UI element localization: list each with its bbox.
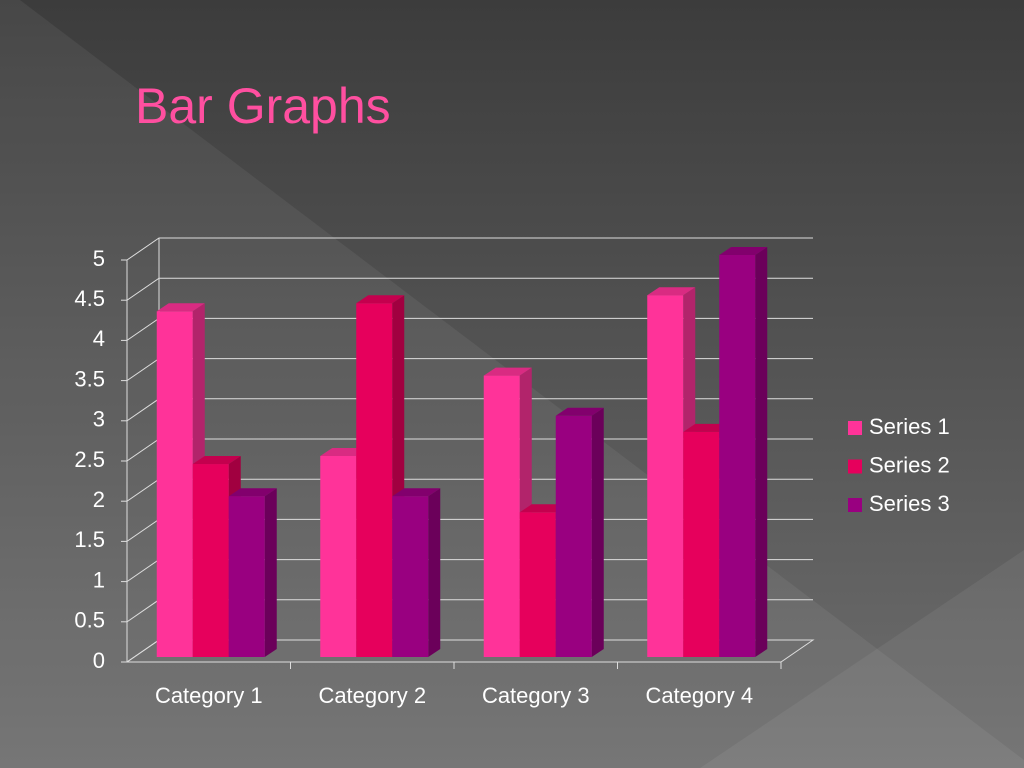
bar-front [683,431,720,657]
legend-swatch [848,421,862,435]
bar [392,488,441,657]
legend-label: Series 3 [869,491,950,516]
y-tick-label: 2.5 [74,447,105,472]
bar-side [755,247,768,657]
bar-front [483,375,520,657]
background-shape [700,550,1024,768]
bar-top [228,488,277,497]
bar-front [519,512,556,657]
bar-front [719,255,756,657]
legend-label: Series 2 [869,452,950,477]
y-tick-label: 0.5 [74,608,105,633]
bar-top [555,407,604,416]
bar-front [228,496,265,657]
bar-top [192,456,241,465]
grid-line [126,277,813,301]
bar-side [591,407,604,657]
bar-front [647,295,684,657]
bar-side [428,488,441,657]
bar-front [392,496,429,657]
y-tick-label: 0 [93,648,105,673]
bar-front [555,415,592,657]
bar-front [192,464,229,657]
legend-swatch [848,459,862,474]
bar-front [320,456,357,657]
bar-top [356,295,405,304]
bar-top [483,367,532,376]
bar-top [719,247,768,255]
bar-side [264,488,277,657]
chart-title: Bar Graphs [135,78,391,134]
y-tick-label: 1 [93,567,105,592]
bar-front [356,303,393,657]
bar-top [647,287,696,296]
y-tick-label: 4 [93,326,105,351]
bar [719,247,768,657]
legend-swatch [848,498,862,512]
y-tick-label: 1.5 [74,527,105,552]
bar-top [392,488,441,497]
bar [228,488,277,657]
bar-top [156,303,205,312]
y-tick-label: 5 [93,246,105,271]
x-tick-label: Category 2 [318,683,426,708]
grid-line [126,237,813,261]
legend-label: Series 1 [869,414,950,439]
y-tick-label: 4.5 [74,286,105,311]
x-tick-label: Category 3 [482,683,590,708]
bar [555,407,604,657]
y-tick-label: 2 [93,487,105,512]
x-tick-label: Category 4 [645,683,753,708]
y-tick-label: 3 [93,407,105,432]
bar-front [156,311,193,657]
x-tick-label: Category 1 [155,683,263,708]
y-tick-label: 3.5 [74,366,105,391]
